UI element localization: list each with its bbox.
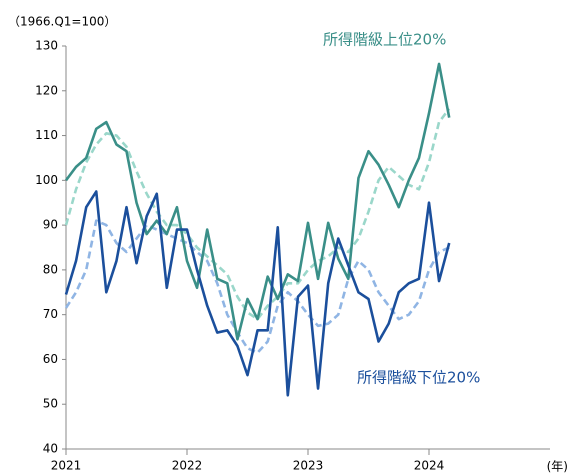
x-axis-label: (年) bbox=[547, 460, 568, 474]
x-tick-label: 2022 bbox=[172, 459, 203, 473]
y-tick-label: 70 bbox=[43, 307, 58, 321]
y-tick-label: 100 bbox=[35, 173, 58, 187]
series-line bbox=[64, 62, 451, 341]
y-tick-label: 50 bbox=[43, 397, 58, 411]
y-tick-label: 60 bbox=[43, 352, 58, 366]
y-tick-label: 40 bbox=[43, 442, 58, 456]
y-tick-label: 110 bbox=[35, 128, 58, 142]
y-tick-label: 130 bbox=[35, 39, 58, 53]
series-line bbox=[64, 190, 451, 397]
y-tick-label: 90 bbox=[43, 218, 58, 232]
x-tick-label: 2024 bbox=[414, 459, 445, 473]
y-tick-label: 80 bbox=[43, 262, 58, 276]
y-axis-label: （1966.Q1=100） bbox=[8, 15, 116, 29]
series-label: 所得階級下位20% bbox=[357, 369, 480, 387]
trend-line bbox=[64, 219, 450, 355]
x-tick-label: 2023 bbox=[293, 459, 324, 473]
x-tick-label: 2021 bbox=[51, 459, 82, 473]
series-label: 所得階級上位20% bbox=[323, 31, 446, 49]
trend-line bbox=[64, 107, 451, 321]
y-tick-label: 120 bbox=[35, 83, 58, 97]
